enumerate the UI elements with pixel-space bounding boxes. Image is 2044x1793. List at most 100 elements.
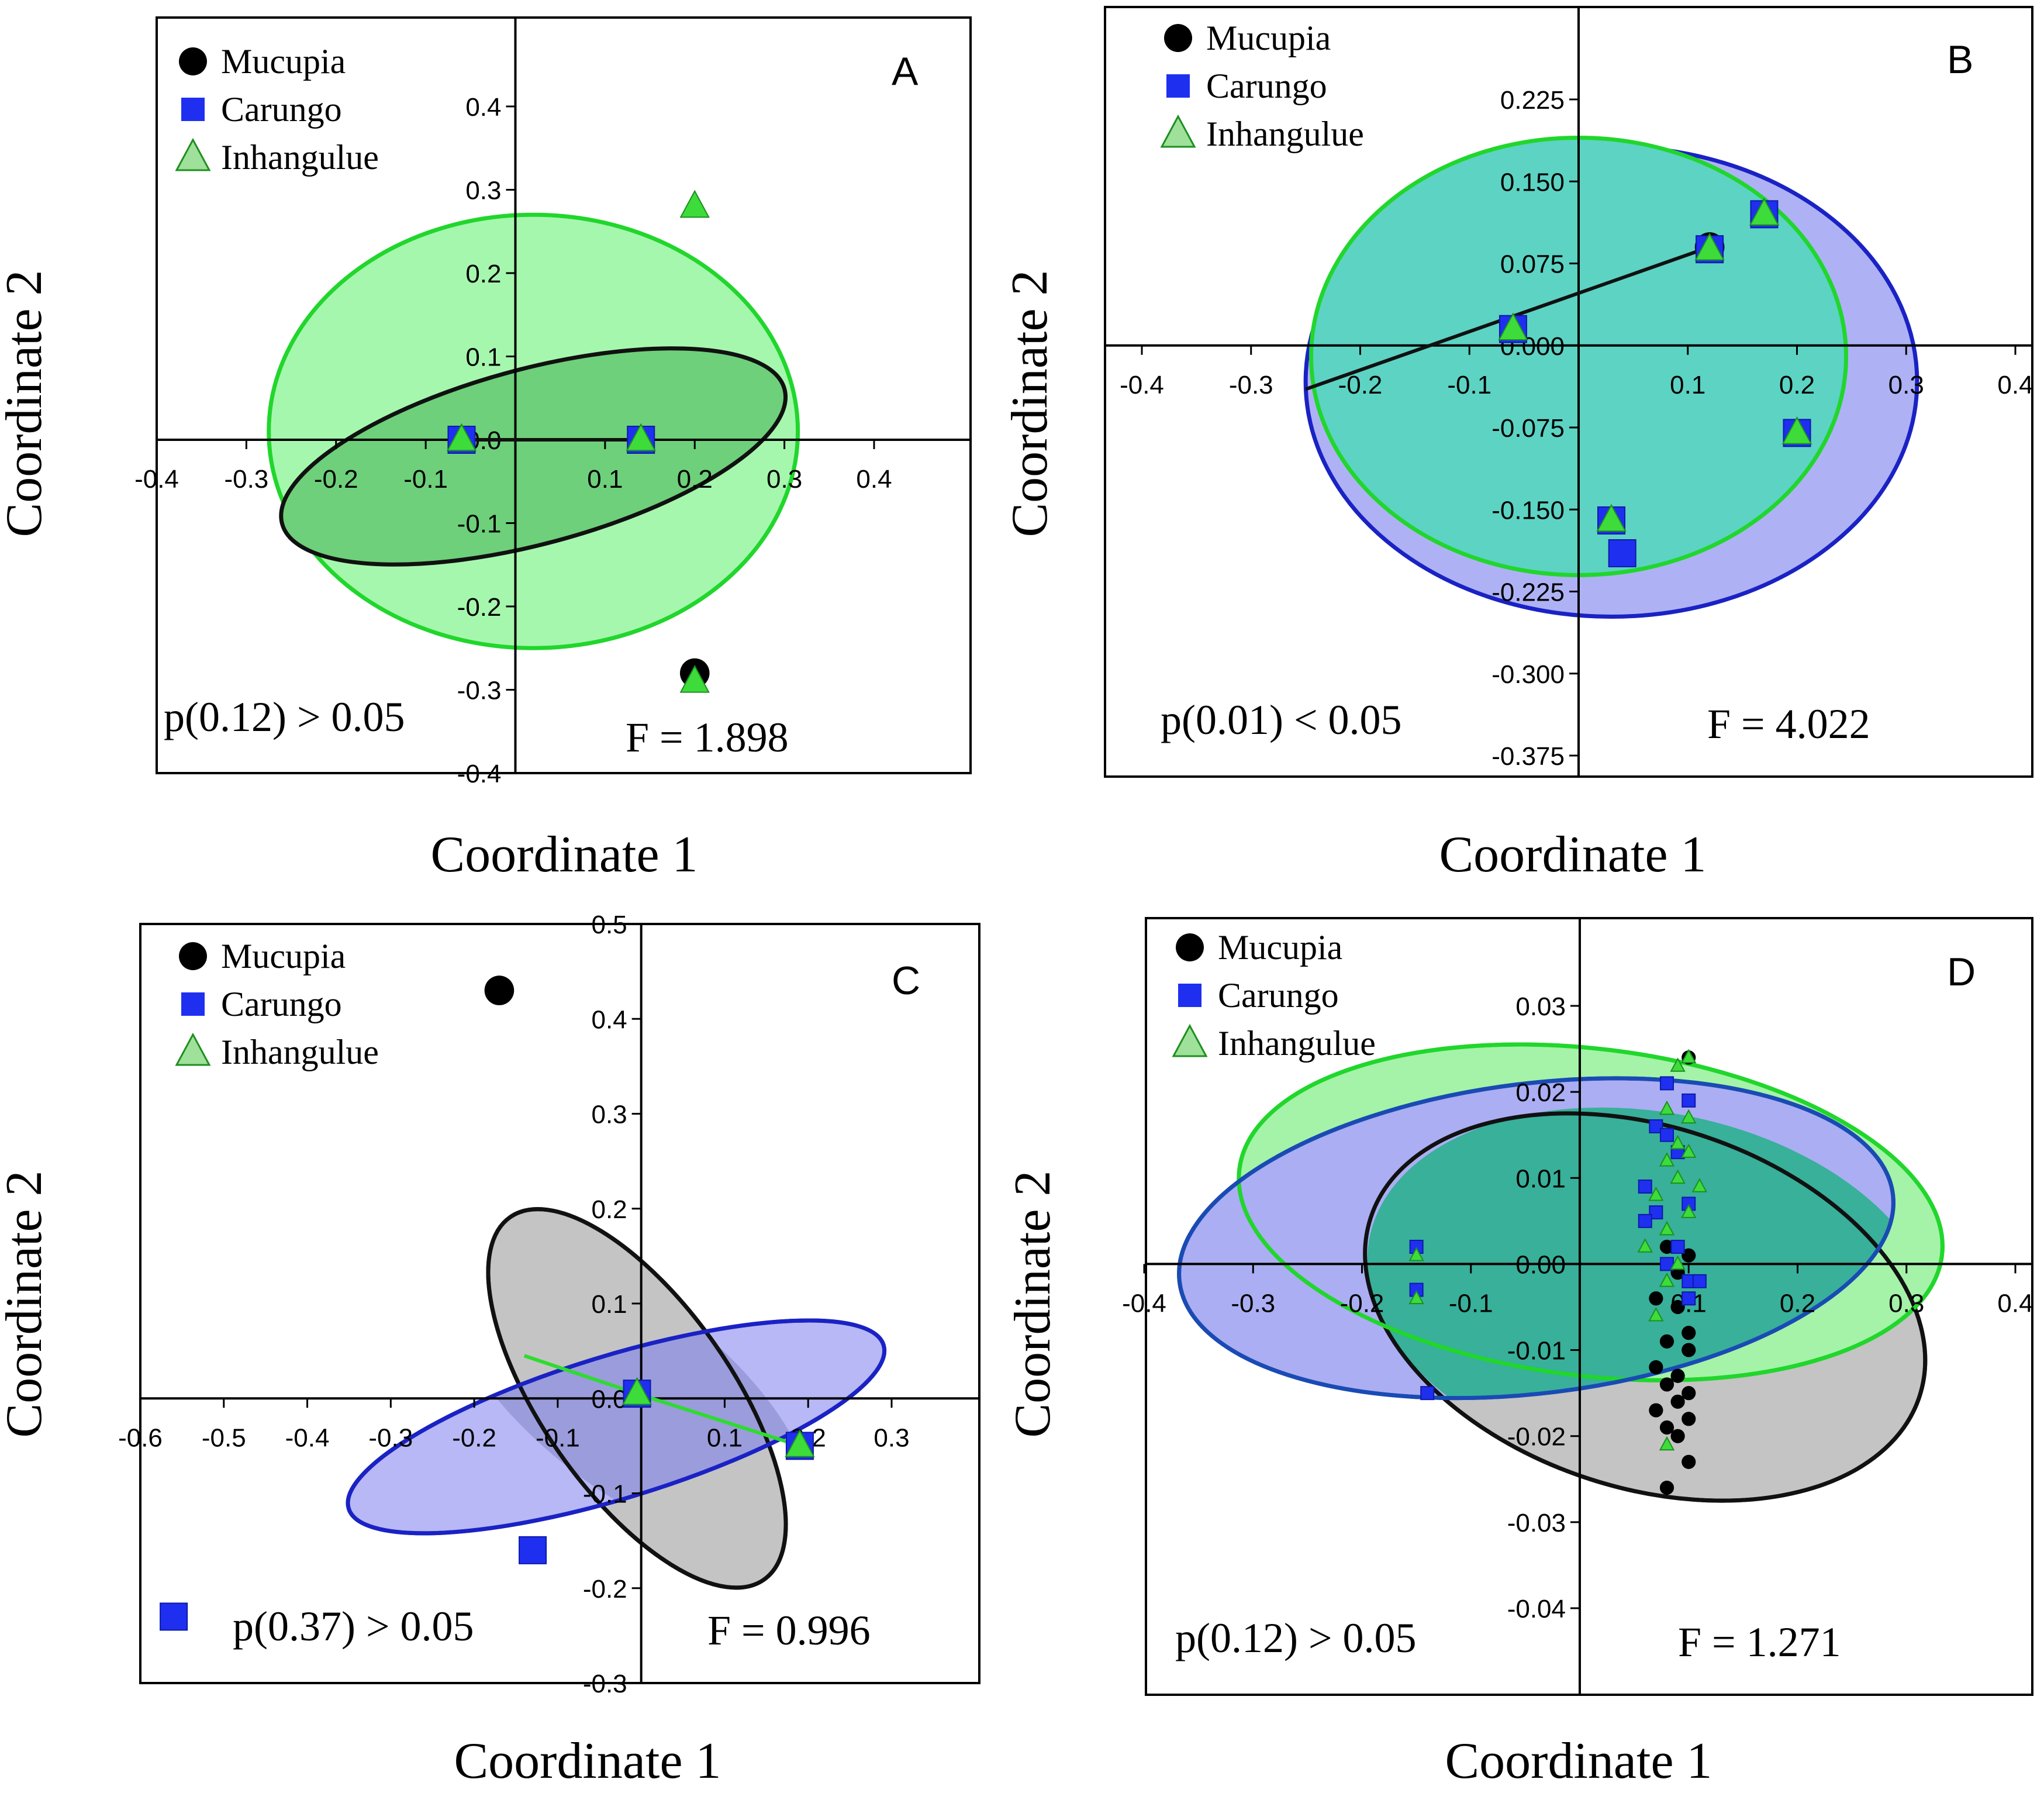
y-tick-label: -0.375: [1491, 742, 1565, 771]
y-tick-label: 0.150: [1500, 168, 1565, 196]
mucupia-point: [1682, 1248, 1696, 1263]
x-tick-label: 0.2: [1780, 1289, 1815, 1318]
panel-B: -0.4 -0.3 -0.2 -0.1 0.1 0.2 0.3 0.40.2250.1500.…: [1002, 6, 2033, 883]
inhangulue-point: [1408, 1247, 1424, 1261]
mucupia-point: [1659, 1239, 1674, 1254]
inhangulue-point: [1681, 1143, 1697, 1158]
carungo-point: [1638, 1180, 1652, 1194]
x-tick-label: 0.3: [766, 465, 802, 494]
x-tick-label: -0.1: [1449, 1289, 1493, 1318]
panel-letter: D: [1947, 950, 1976, 994]
inhangulue-point: [622, 1377, 652, 1405]
mucupia-point: [1682, 1412, 1696, 1426]
x-tick-label: 0.1: [1670, 371, 1705, 399]
legend-label: Carungo: [221, 90, 342, 129]
f-statistic-label: F = 1.271: [1678, 1619, 1841, 1666]
legend-inhangulue-icon: [175, 137, 211, 171]
mucupia-point: [484, 975, 515, 1005]
legend-mucupia-icon: [1176, 933, 1204, 961]
p-value-label: p(0.01) < 0.05: [1161, 696, 1402, 743]
y-tick-label: -0.075: [1491, 414, 1565, 443]
x-tick-label: -0.3: [368, 1423, 413, 1452]
legend-mucupia-icon: [179, 47, 207, 75]
x-tick-label: -0.4: [285, 1423, 330, 1452]
f-statistic-label: F = 4.022: [1707, 701, 1870, 747]
inhangulue-point: [1648, 1187, 1664, 1201]
x-tick-label: -0.3: [224, 465, 268, 494]
inhangulue-point: [1408, 1289, 1424, 1305]
y-tick-label: 0.5: [591, 911, 627, 939]
legend-label: Mucupia: [221, 937, 346, 975]
legend-label: Mucupia: [221, 42, 346, 81]
legend-label: Carungo: [221, 985, 342, 1023]
mucupia-point: [1659, 1334, 1674, 1349]
x-tick-label: -0.4: [134, 465, 179, 494]
x-tick-label: -0.2: [452, 1423, 496, 1452]
y-tick-label: 0.3: [465, 177, 501, 205]
y-tick-label: -0.3: [457, 677, 502, 705]
y-axis-label: Coordinate 2: [0, 270, 53, 537]
panel-letter: A: [892, 49, 919, 94]
mucupia-point: [1682, 1326, 1696, 1340]
panel-letter: B: [1947, 37, 1973, 82]
x-tick-label: 0.1: [587, 465, 623, 494]
carungo-point: [1660, 1076, 1674, 1091]
carungo-point: [1682, 1093, 1696, 1108]
y-tick-label: -0.04: [1507, 1595, 1566, 1623]
mucupia-point: [1659, 1420, 1674, 1435]
y-tick-label: 0.4: [591, 1005, 627, 1034]
legend-carungo-icon: [1178, 984, 1201, 1007]
y-tick-label: -0.03: [1507, 1509, 1566, 1537]
inhangulue-point: [1670, 1255, 1686, 1270]
y-tick-label: 0.2: [591, 1195, 627, 1224]
panel-C: -0.6 -0.5 -0.4 -0.3 -0.2 -0.1 0.1 0.2 0.3 0.5 0.4 0…: [0, 911, 980, 1789]
x-tick-label: -0.4: [1122, 1289, 1166, 1318]
y-tick-label: 0.4: [465, 93, 501, 122]
y-tick-label: 0.02: [1515, 1078, 1566, 1107]
mucupia-point: [1682, 1343, 1696, 1357]
carungo-point: [1649, 1119, 1663, 1133]
carungo-point: [1682, 1291, 1696, 1306]
mucupia-point: [1659, 1377, 1674, 1392]
mucupia-point: [1649, 1291, 1663, 1306]
x-tick-label: -0.1: [403, 465, 448, 494]
legend-carungo-icon: [181, 98, 205, 121]
x-tick-label: -0.3: [1231, 1289, 1275, 1318]
y-tick-label: -0.225: [1491, 578, 1565, 607]
inhangulue-point: [1648, 1307, 1664, 1322]
x-tick-label: -0.2: [314, 465, 358, 494]
y-tick-label: 0.2: [465, 260, 501, 288]
ellipse-outline-mucupia: [486, 1207, 788, 1590]
legend-inhangulue-icon: [175, 1032, 211, 1066]
x-tick-label: 0.2: [677, 465, 713, 494]
legend: Mucupia Carungo Inhangulue: [1172, 928, 1376, 1063]
legend-mucupia-icon: [179, 942, 207, 970]
x-axis-label: Coordinate 1: [1445, 1733, 1712, 1789]
y-tick-label: -0.300: [1491, 660, 1565, 689]
x-tick-label: -0.6: [118, 1423, 163, 1452]
p-value-label: p(0.12) > 0.05: [164, 694, 405, 740]
inhangulue-point: [446, 423, 477, 451]
y-tick-label: -0.02: [1507, 1423, 1566, 1451]
legend-label: Inhangulue: [221, 1033, 379, 1071]
p-value-label: p(0.12) > 0.05: [1175, 1615, 1417, 1661]
inhangulue-point: [1681, 1204, 1697, 1218]
x-axis-label: Coordinate 1: [454, 1733, 721, 1789]
legend-label: Inhangulue: [1218, 1024, 1376, 1063]
y-axis-label: Coordinate 2: [0, 1170, 53, 1437]
legend-inhangulue-icon: [1172, 1023, 1208, 1057]
mucupia-point: [1670, 1299, 1685, 1315]
carungo-point: [160, 1602, 188, 1631]
y-tick-label: -0.1: [583, 1480, 627, 1509]
x-axis-label: Coordinate 1: [430, 826, 698, 883]
inhangulue-point: [626, 423, 656, 451]
x-axis-label: Coordinate 1: [1439, 826, 1706, 883]
mucupia-point: [1670, 1394, 1685, 1409]
x-tick-label: 0.1: [707, 1423, 743, 1452]
legend-carungo-icon: [1166, 74, 1190, 98]
x-tick-label: 0.3: [1888, 1289, 1924, 1318]
mucupia-point: [1659, 1480, 1674, 1495]
x-tick-label: 0.3: [1888, 371, 1924, 399]
mucupia-point: [1682, 1386, 1696, 1401]
